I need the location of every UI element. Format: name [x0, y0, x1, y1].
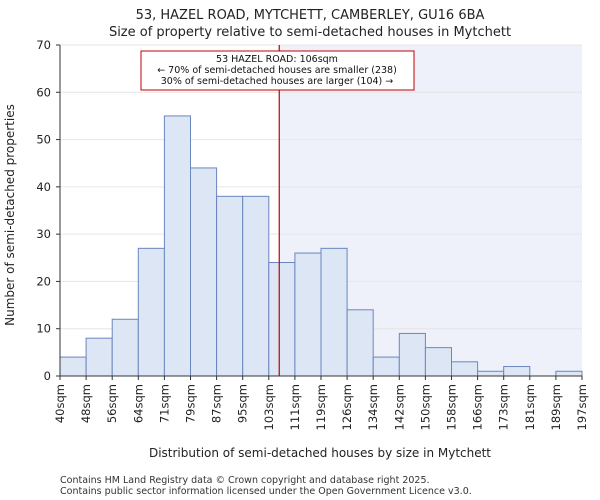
y-tick-label: 70 — [36, 38, 51, 52]
annotation-line3: 30% of semi-detached houses are larger (… — [161, 76, 394, 87]
bar-111sqm — [294, 252, 322, 377]
y-tick-label: 40 — [36, 180, 51, 194]
y-axis-ticks: 0 10 20 30 40 50 60 70 — [36, 38, 60, 383]
x-tick-label: 197sqm — [575, 384, 589, 430]
x-tick-label: 181sqm — [523, 384, 537, 430]
bars-group — [59, 115, 583, 377]
bar-119sqm — [320, 247, 348, 377]
footer-line1: Contains HM Land Registry data © Crown c… — [60, 475, 430, 486]
bar-64sqm — [137, 247, 165, 377]
bar-103sqm — [268, 262, 296, 377]
y-axis-label: Number of semi-detached properties — [3, 104, 17, 326]
bar-48sqm — [85, 337, 113, 377]
bar-166sqm — [477, 370, 505, 377]
bar-189sqm — [555, 370, 583, 377]
bar-173sqm — [503, 366, 531, 377]
annotation-line1: 53 HAZEL ROAD: 106sqm — [216, 54, 338, 65]
x-tick-label: 119sqm — [314, 384, 328, 430]
x-tick-label: 166sqm — [471, 384, 485, 430]
x-tick-label: 71sqm — [157, 384, 171, 423]
y-tick-label: 50 — [36, 133, 51, 147]
bar-79sqm — [190, 167, 218, 377]
x-tick-label: 95sqm — [236, 384, 250, 423]
x-tick-label: 126sqm — [340, 384, 354, 430]
bar-87sqm — [216, 195, 244, 377]
bar-126sqm — [346, 309, 374, 377]
y-tick-label: 0 — [44, 369, 51, 383]
bar-40sqm — [59, 356, 87, 377]
x-axis-ticks: 40sqm 48sqm 56sqm 64sqm 71sqm 79sqm 87sqm 95sqm… — [53, 376, 589, 430]
bar-150sqm — [424, 347, 452, 377]
x-tick-label: 173sqm — [497, 384, 511, 430]
chart-title-line2: Size of property relative to semi-detach… — [109, 25, 511, 40]
x-tick-label: 56sqm — [105, 384, 119, 423]
y-tick-label: 10 — [36, 322, 51, 336]
x-tick-label: 158sqm — [445, 384, 459, 430]
y-tick-label: 30 — [36, 227, 51, 241]
x-tick-label: 142sqm — [392, 384, 406, 430]
x-tick-label: 79sqm — [184, 384, 198, 423]
bar-56sqm — [111, 318, 139, 377]
x-tick-label: 64sqm — [131, 384, 145, 423]
x-axis-label: Distribution of semi-detached houses by … — [149, 446, 491, 460]
bar-142sqm — [398, 332, 426, 377]
annotation-box — [140, 50, 415, 91]
x-tick-label: 87sqm — [210, 384, 224, 423]
bar-158sqm — [451, 361, 479, 377]
chart-title-line1: 53, HAZEL ROAD, MYTCHETT, CAMBERLEY, GU1… — [136, 8, 485, 23]
bar-95sqm — [242, 195, 270, 377]
x-tick-label: 189sqm — [549, 384, 563, 430]
y-tick-label: 60 — [36, 85, 51, 99]
footer-line2: Contains public sector information licen… — [60, 486, 472, 497]
x-tick-label: 103sqm — [262, 384, 276, 430]
x-tick-label: 150sqm — [418, 384, 432, 430]
x-tick-label: 48sqm — [79, 384, 93, 423]
x-tick-label: 134sqm — [366, 384, 380, 430]
y-tick-label: 20 — [36, 274, 51, 288]
x-tick-label: 111sqm — [288, 384, 302, 430]
bar-71sqm — [163, 115, 191, 377]
annotation-line2: ← 70% of semi-detached houses are smalle… — [157, 65, 397, 76]
bar-134sqm — [372, 356, 400, 377]
x-tick-label: 40sqm — [53, 384, 67, 423]
